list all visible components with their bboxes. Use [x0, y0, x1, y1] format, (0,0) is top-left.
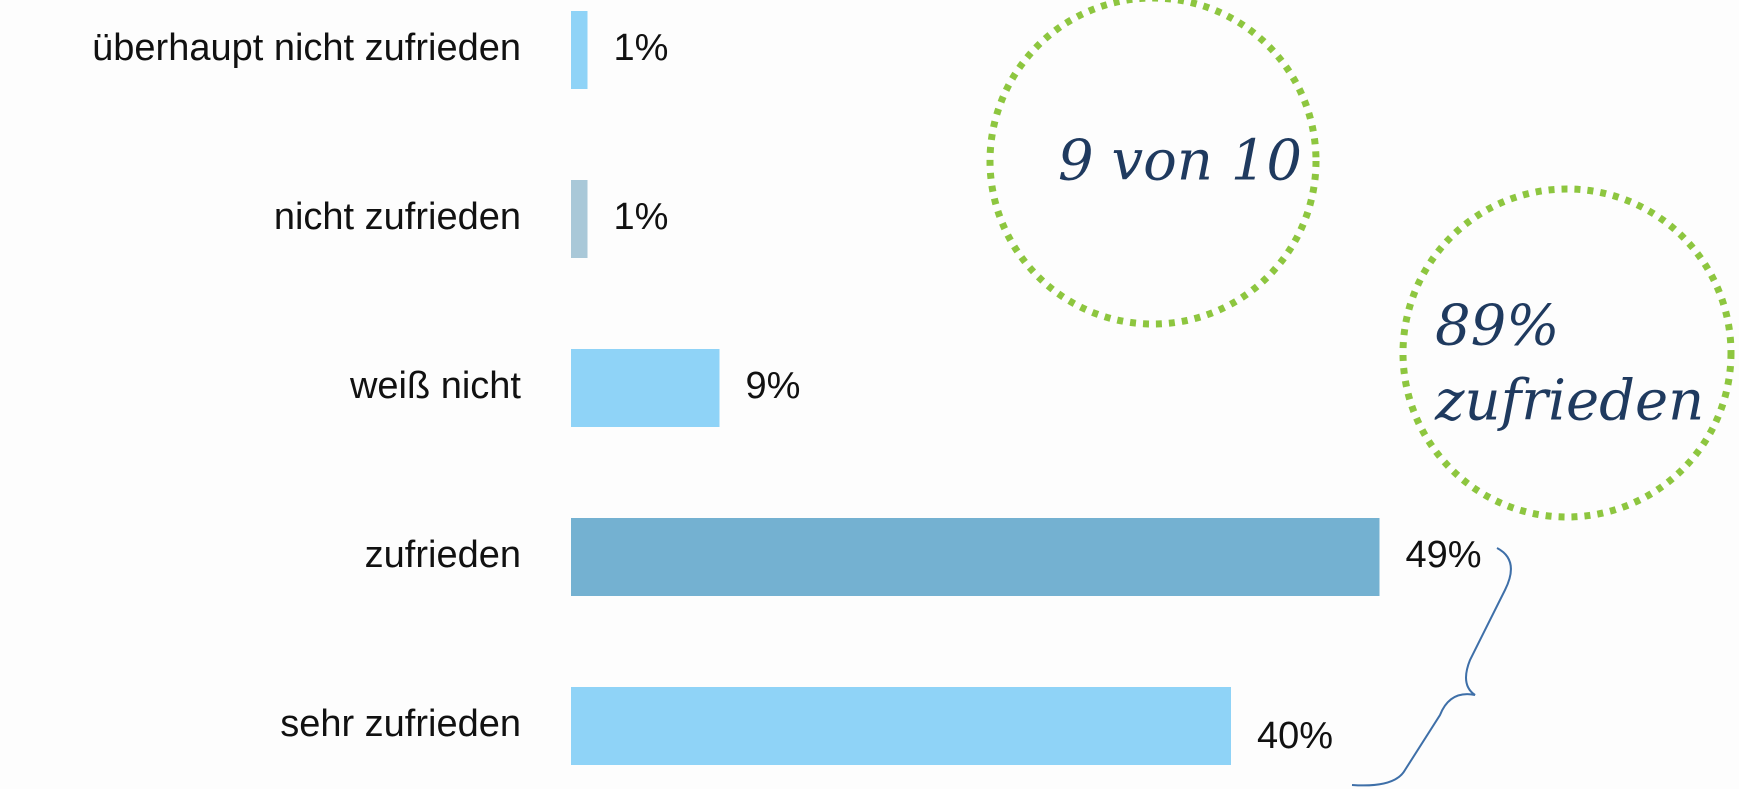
callout-circle [986, 0, 1320, 328]
value-label: 1% [614, 27, 669, 69]
annotation: zufrieden [1434, 369, 1704, 434]
bar [571, 518, 1380, 596]
value-label: 40% [1257, 715, 1333, 757]
brace [1351, 547, 1512, 787]
category-label: überhaupt nicht zufrieden [92, 27, 521, 69]
value-label: 9% [746, 365, 801, 407]
bar [571, 11, 588, 89]
category-label: sehr zufrieden [280, 703, 521, 745]
category-label: zufrieden [365, 534, 521, 576]
annotation: 9 von 10 [1058, 129, 1302, 194]
category-label: nicht zufrieden [274, 196, 521, 238]
value-label: 1% [614, 196, 669, 238]
callout-circle [1399, 185, 1735, 521]
bar [571, 349, 720, 427]
bar [571, 687, 1231, 765]
annotation: 89% [1435, 294, 1559, 359]
category-label: weiß nicht [349, 365, 521, 407]
value-label: 49% [1406, 534, 1482, 576]
bar [571, 180, 588, 258]
